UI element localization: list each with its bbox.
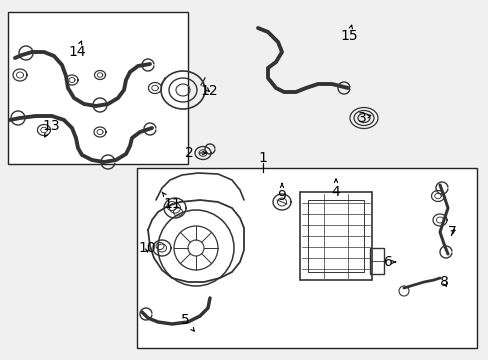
Bar: [137, 168, 476, 348]
Text: 3: 3: [357, 111, 370, 125]
Text: 12: 12: [200, 84, 217, 98]
Text: 2: 2: [185, 146, 205, 160]
Text: 7: 7: [447, 225, 456, 239]
Text: 8: 8: [439, 275, 448, 289]
Bar: [307, 200, 363, 272]
Text: 13: 13: [42, 119, 60, 137]
Text: 4: 4: [331, 179, 340, 199]
Bar: [369, 248, 383, 274]
Text: 6: 6: [383, 255, 395, 269]
Text: 10: 10: [138, 241, 156, 255]
Text: 14: 14: [68, 41, 85, 59]
Text: 9: 9: [277, 183, 286, 203]
Text: 1: 1: [258, 151, 267, 165]
Text: 5: 5: [180, 313, 194, 331]
Bar: [299, 192, 371, 280]
Text: 15: 15: [339, 25, 357, 43]
Bar: [8, 12, 187, 164]
Text: 11: 11: [162, 192, 181, 211]
